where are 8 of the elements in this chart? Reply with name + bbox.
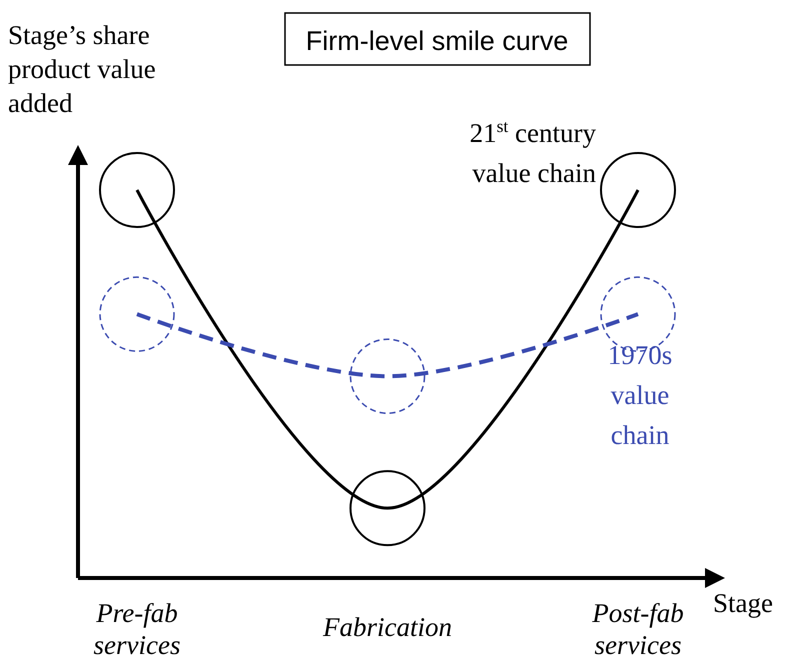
x-tick-label: Fabrication	[322, 612, 452, 642]
y-axis-title: Stage’s share product value added	[8, 20, 156, 118]
chart-title: Firm-level smile curve	[306, 26, 568, 56]
x-tick-label: Post-fab services	[591, 598, 684, 660]
series-label: 21$^{st}$ century value chain	[470, 116, 596, 188]
x-axis-title: Stage	[713, 588, 773, 618]
series-label: 1970s value chain	[608, 340, 672, 450]
x-tick-label: Pre-fab services	[94, 598, 180, 660]
